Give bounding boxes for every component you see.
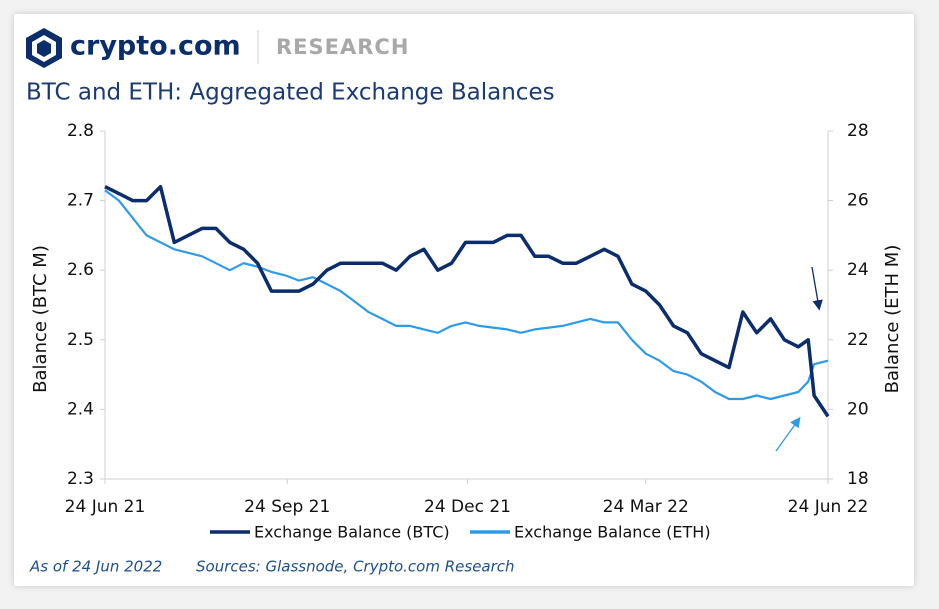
chart-title: BTC and ETH: Aggregated Exchange Balance… — [26, 80, 555, 106]
chart: crypto.com RESEARCH BTC and ETH: Aggrega… — [26, 28, 903, 576]
series-line — [104, 184, 830, 418]
logo-icon — [26, 28, 62, 68]
y2-tick-label: 18 — [847, 469, 869, 489]
y-axis-title: Balance (BTC M) — [30, 245, 51, 393]
source: Sources: Glassnode, Crypto.com Research — [196, 558, 515, 576]
footnote: As of 24 Jun 2022 — [29, 558, 162, 576]
section: RESEARCH — [276, 35, 409, 59]
x-tick-label: 24 Dec 21 — [424, 497, 511, 517]
y-tick-label: 2.5 — [67, 330, 94, 350]
annotation-arrow — [775, 416, 801, 452]
x-tick-label: 24 Mar 22 — [603, 497, 689, 517]
series-line — [104, 189, 829, 401]
y-tick-label: 2.3 — [67, 469, 94, 489]
y-tick-label: 2.8 — [67, 121, 94, 141]
x-tick-label: 24 Jun 22 — [788, 497, 869, 517]
y2-axis-title: Balance (ETH M) — [882, 245, 903, 394]
y2-tick-label: 24 — [847, 260, 869, 280]
annotation-arrow — [811, 266, 823, 311]
y2-tick-label: 28 — [847, 121, 869, 141]
y2-tick-label: 22 — [847, 330, 869, 350]
x-tick-label: 24 Jun 21 — [65, 497, 146, 517]
legend-label: Exchange Balance (BTC) — [254, 523, 450, 542]
y-tick-label: 2.4 — [67, 399, 94, 419]
brand: crypto.com — [70, 31, 241, 62]
y-tick-label: 2.6 — [67, 260, 94, 280]
x-tick-label: 24 Sep 21 — [244, 497, 330, 517]
y-tick-label: 2.7 — [67, 191, 94, 211]
card: crypto.com RESEARCH BTC and ETH: Aggrega… — [14, 14, 914, 586]
y2-tick-label: 26 — [847, 191, 869, 211]
legend-label: Exchange Balance (ETH) — [514, 523, 711, 542]
y2-tick-label: 20 — [847, 399, 869, 419]
